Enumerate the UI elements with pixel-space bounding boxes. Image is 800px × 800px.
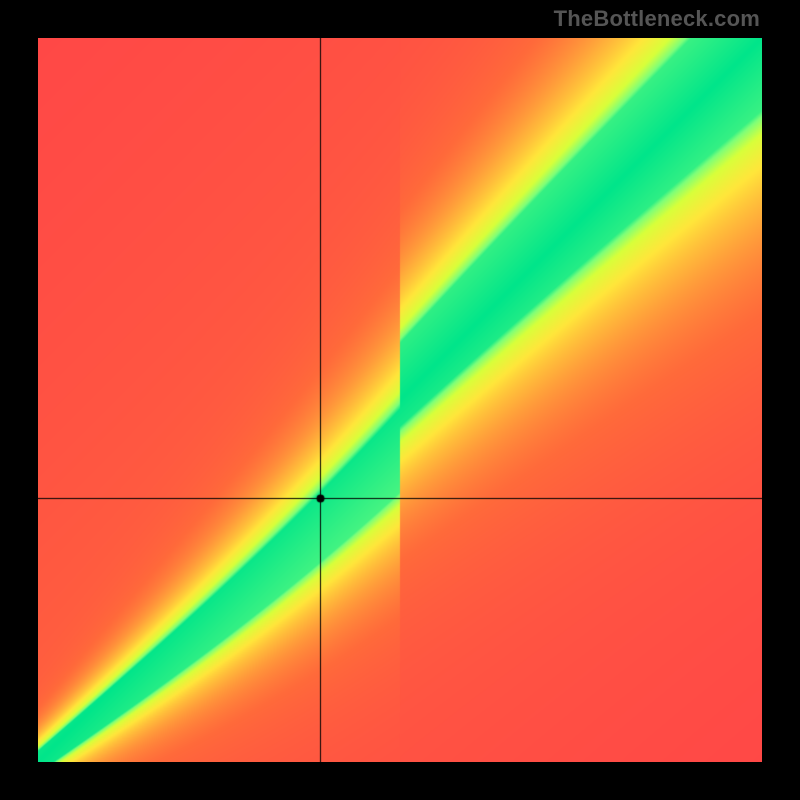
plot-area [38, 38, 762, 762]
heatmap-canvas [38, 38, 762, 762]
watermark-text: TheBottleneck.com [554, 6, 760, 32]
